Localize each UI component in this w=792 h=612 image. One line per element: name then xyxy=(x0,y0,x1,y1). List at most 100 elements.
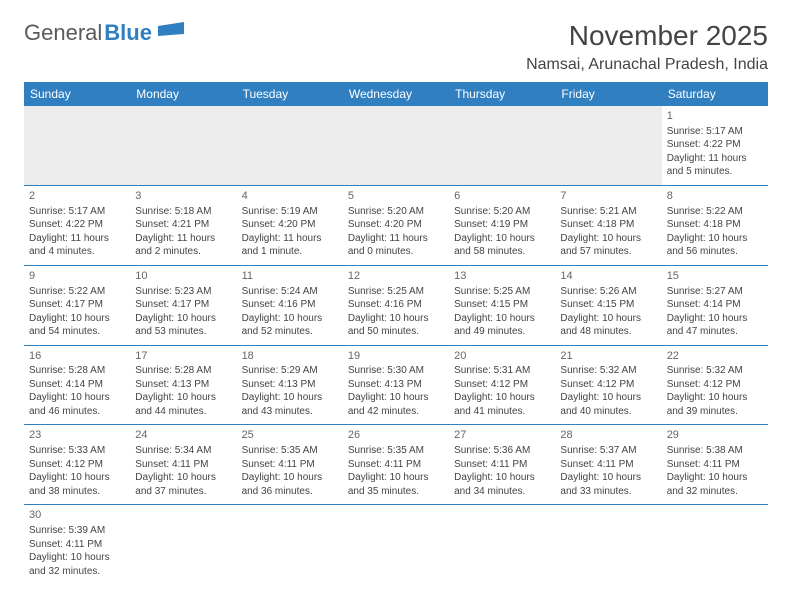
day-number: 6 xyxy=(454,189,550,204)
daylight-text: Daylight: 10 hours and 39 minutes. xyxy=(667,391,763,418)
sunset-text: Sunset: 4:12 PM xyxy=(29,458,125,472)
sunrise-text: Sunrise: 5:20 AM xyxy=(348,205,444,219)
sunset-text: Sunset: 4:15 PM xyxy=(454,298,550,312)
day-header: Wednesday xyxy=(343,82,449,106)
sunset-text: Sunset: 4:18 PM xyxy=(667,218,763,232)
calendar-cell xyxy=(24,106,130,185)
sunset-text: Sunset: 4:14 PM xyxy=(667,298,763,312)
day-header: Monday xyxy=(130,82,236,106)
logo: GeneralBlue xyxy=(24,20,184,46)
day-number: 2 xyxy=(29,189,125,204)
sunset-text: Sunset: 4:21 PM xyxy=(135,218,231,232)
calendar-cell: 28Sunrise: 5:37 AMSunset: 4:11 PMDayligh… xyxy=(555,425,661,505)
day-number: 9 xyxy=(29,269,125,284)
daylight-text: Daylight: 10 hours and 38 minutes. xyxy=(29,471,125,498)
sunrise-text: Sunrise: 5:32 AM xyxy=(667,364,763,378)
sunset-text: Sunset: 4:17 PM xyxy=(135,298,231,312)
sunrise-text: Sunrise: 5:31 AM xyxy=(454,364,550,378)
header: GeneralBlue November 2025 Namsai, Arunac… xyxy=(24,20,768,74)
calendar-cell: 9Sunrise: 5:22 AMSunset: 4:17 PMDaylight… xyxy=(24,265,130,345)
daylight-text: Daylight: 10 hours and 32 minutes. xyxy=(667,471,763,498)
calendar-cell xyxy=(449,106,555,185)
sunrise-text: Sunrise: 5:21 AM xyxy=(560,205,656,219)
sunset-text: Sunset: 4:12 PM xyxy=(667,378,763,392)
day-number: 12 xyxy=(348,269,444,284)
day-number: 1 xyxy=(667,109,763,124)
calendar-cell: 10Sunrise: 5:23 AMSunset: 4:17 PMDayligh… xyxy=(130,265,236,345)
sunrise-text: Sunrise: 5:19 AM xyxy=(242,205,338,219)
calendar-cell: 21Sunrise: 5:32 AMSunset: 4:12 PMDayligh… xyxy=(555,345,661,425)
calendar-cell: 1Sunrise: 5:17 AMSunset: 4:22 PMDaylight… xyxy=(662,106,768,185)
day-number: 20 xyxy=(454,349,550,364)
daylight-text: Daylight: 10 hours and 57 minutes. xyxy=(560,232,656,259)
day-header-row: Sunday Monday Tuesday Wednesday Thursday… xyxy=(24,82,768,106)
daylight-text: Daylight: 10 hours and 47 minutes. xyxy=(667,312,763,339)
calendar-cell xyxy=(662,505,768,584)
daylight-text: Daylight: 10 hours and 32 minutes. xyxy=(29,551,125,578)
day-number: 27 xyxy=(454,428,550,443)
calendar-cell: 11Sunrise: 5:24 AMSunset: 4:16 PMDayligh… xyxy=(237,265,343,345)
daylight-text: Daylight: 10 hours and 52 minutes. xyxy=(242,312,338,339)
calendar-cell: 26Sunrise: 5:35 AMSunset: 4:11 PMDayligh… xyxy=(343,425,449,505)
calendar-cell: 2Sunrise: 5:17 AMSunset: 4:22 PMDaylight… xyxy=(24,185,130,265)
sunrise-text: Sunrise: 5:28 AM xyxy=(135,364,231,378)
sunset-text: Sunset: 4:11 PM xyxy=(454,458,550,472)
calendar-row: 9Sunrise: 5:22 AMSunset: 4:17 PMDaylight… xyxy=(24,265,768,345)
sunrise-text: Sunrise: 5:23 AM xyxy=(135,285,231,299)
daylight-text: Daylight: 11 hours and 1 minute. xyxy=(242,232,338,259)
calendar-cell: 12Sunrise: 5:25 AMSunset: 4:16 PMDayligh… xyxy=(343,265,449,345)
calendar-row: 2Sunrise: 5:17 AMSunset: 4:22 PMDaylight… xyxy=(24,185,768,265)
daylight-text: Daylight: 10 hours and 36 minutes. xyxy=(242,471,338,498)
calendar-cell: 4Sunrise: 5:19 AMSunset: 4:20 PMDaylight… xyxy=(237,185,343,265)
calendar-row: 1Sunrise: 5:17 AMSunset: 4:22 PMDaylight… xyxy=(24,106,768,185)
daylight-text: Daylight: 10 hours and 58 minutes. xyxy=(454,232,550,259)
daylight-text: Daylight: 10 hours and 56 minutes. xyxy=(667,232,763,259)
calendar-cell: 13Sunrise: 5:25 AMSunset: 4:15 PMDayligh… xyxy=(449,265,555,345)
day-number: 10 xyxy=(135,269,231,284)
sunrise-text: Sunrise: 5:17 AM xyxy=(29,205,125,219)
calendar-cell: 29Sunrise: 5:38 AMSunset: 4:11 PMDayligh… xyxy=(662,425,768,505)
calendar-cell: 16Sunrise: 5:28 AMSunset: 4:14 PMDayligh… xyxy=(24,345,130,425)
day-number: 4 xyxy=(242,189,338,204)
daylight-text: Daylight: 10 hours and 50 minutes. xyxy=(348,312,444,339)
day-number: 25 xyxy=(242,428,338,443)
sunset-text: Sunset: 4:11 PM xyxy=(29,538,125,552)
calendar-cell: 24Sunrise: 5:34 AMSunset: 4:11 PMDayligh… xyxy=(130,425,236,505)
sunrise-text: Sunrise: 5:18 AM xyxy=(135,205,231,219)
daylight-text: Daylight: 10 hours and 37 minutes. xyxy=(135,471,231,498)
daylight-text: Daylight: 10 hours and 53 minutes. xyxy=(135,312,231,339)
sunrise-text: Sunrise: 5:25 AM xyxy=(348,285,444,299)
day-number: 14 xyxy=(560,269,656,284)
daylight-text: Daylight: 11 hours and 5 minutes. xyxy=(667,152,763,179)
day-header: Friday xyxy=(555,82,661,106)
calendar-cell xyxy=(449,505,555,584)
calendar-cell: 27Sunrise: 5:36 AMSunset: 4:11 PMDayligh… xyxy=(449,425,555,505)
daylight-text: Daylight: 11 hours and 0 minutes. xyxy=(348,232,444,259)
daylight-text: Daylight: 10 hours and 54 minutes. xyxy=(29,312,125,339)
calendar-cell: 18Sunrise: 5:29 AMSunset: 4:13 PMDayligh… xyxy=(237,345,343,425)
daylight-text: Daylight: 10 hours and 35 minutes. xyxy=(348,471,444,498)
sunset-text: Sunset: 4:16 PM xyxy=(348,298,444,312)
sunset-text: Sunset: 4:19 PM xyxy=(454,218,550,232)
calendar-cell xyxy=(237,106,343,185)
calendar-row: 30Sunrise: 5:39 AMSunset: 4:11 PMDayligh… xyxy=(24,505,768,584)
sunset-text: Sunset: 4:13 PM xyxy=(242,378,338,392)
day-number: 17 xyxy=(135,349,231,364)
sunset-text: Sunset: 4:15 PM xyxy=(560,298,656,312)
sunrise-text: Sunrise: 5:27 AM xyxy=(667,285,763,299)
daylight-text: Daylight: 10 hours and 46 minutes. xyxy=(29,391,125,418)
sunrise-text: Sunrise: 5:24 AM xyxy=(242,285,338,299)
day-number: 8 xyxy=(667,189,763,204)
day-number: 11 xyxy=(242,269,338,284)
sunrise-text: Sunrise: 5:36 AM xyxy=(454,444,550,458)
sunrise-text: Sunrise: 5:26 AM xyxy=(560,285,656,299)
day-number: 13 xyxy=(454,269,550,284)
sunrise-text: Sunrise: 5:32 AM xyxy=(560,364,656,378)
calendar-cell: 20Sunrise: 5:31 AMSunset: 4:12 PMDayligh… xyxy=(449,345,555,425)
sunset-text: Sunset: 4:12 PM xyxy=(560,378,656,392)
sunset-text: Sunset: 4:13 PM xyxy=(348,378,444,392)
daylight-text: Daylight: 10 hours and 48 minutes. xyxy=(560,312,656,339)
day-number: 23 xyxy=(29,428,125,443)
day-number: 24 xyxy=(135,428,231,443)
calendar-cell: 6Sunrise: 5:20 AMSunset: 4:19 PMDaylight… xyxy=(449,185,555,265)
